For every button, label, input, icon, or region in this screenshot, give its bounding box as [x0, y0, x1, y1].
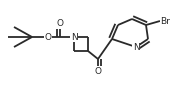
Text: O: O	[94, 66, 102, 75]
Text: Br: Br	[160, 16, 170, 26]
Text: O: O	[44, 32, 51, 41]
Text: N: N	[71, 32, 77, 41]
Text: O: O	[57, 19, 64, 28]
Text: N: N	[133, 43, 139, 52]
